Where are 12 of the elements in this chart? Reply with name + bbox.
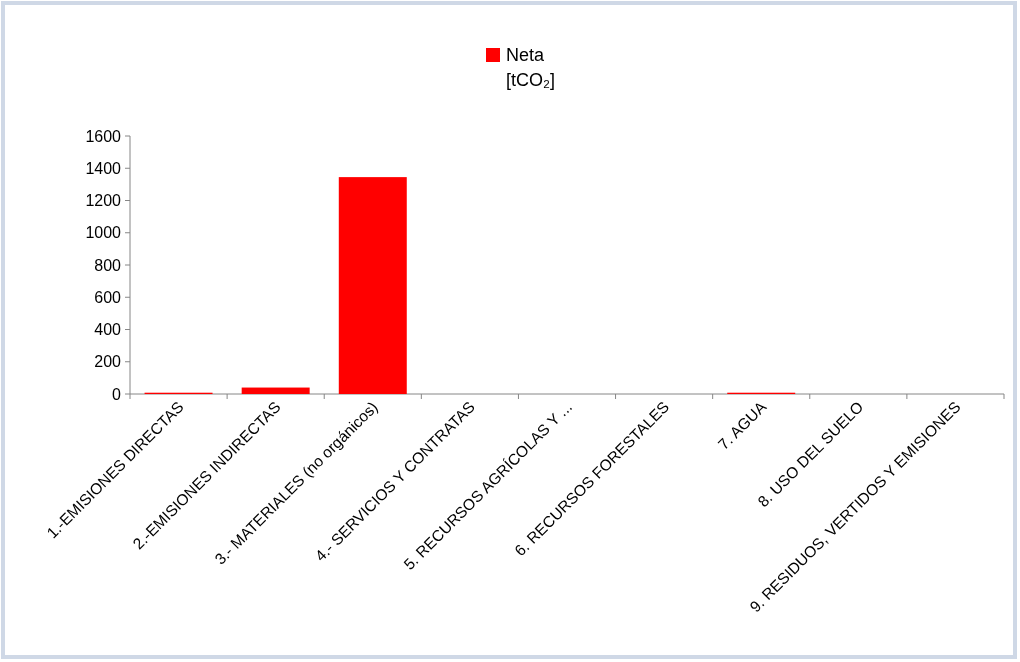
- bar: [338, 177, 407, 394]
- bar: [241, 387, 310, 394]
- y-tick-label: 400: [94, 321, 122, 339]
- y-tick-label: 1400: [85, 159, 122, 177]
- y-tick-label: 1000: [85, 224, 122, 242]
- legend-label: Neta [tCO₂]: [506, 45, 555, 91]
- y-tick-label: 1600: [85, 127, 122, 145]
- y-tick-label: 600: [94, 288, 122, 306]
- y-tick-label: 200: [94, 353, 122, 371]
- y-tick-label: 1200: [85, 192, 122, 210]
- y-tick-label: 800: [94, 256, 122, 274]
- y-tick-label: 0: [112, 385, 122, 403]
